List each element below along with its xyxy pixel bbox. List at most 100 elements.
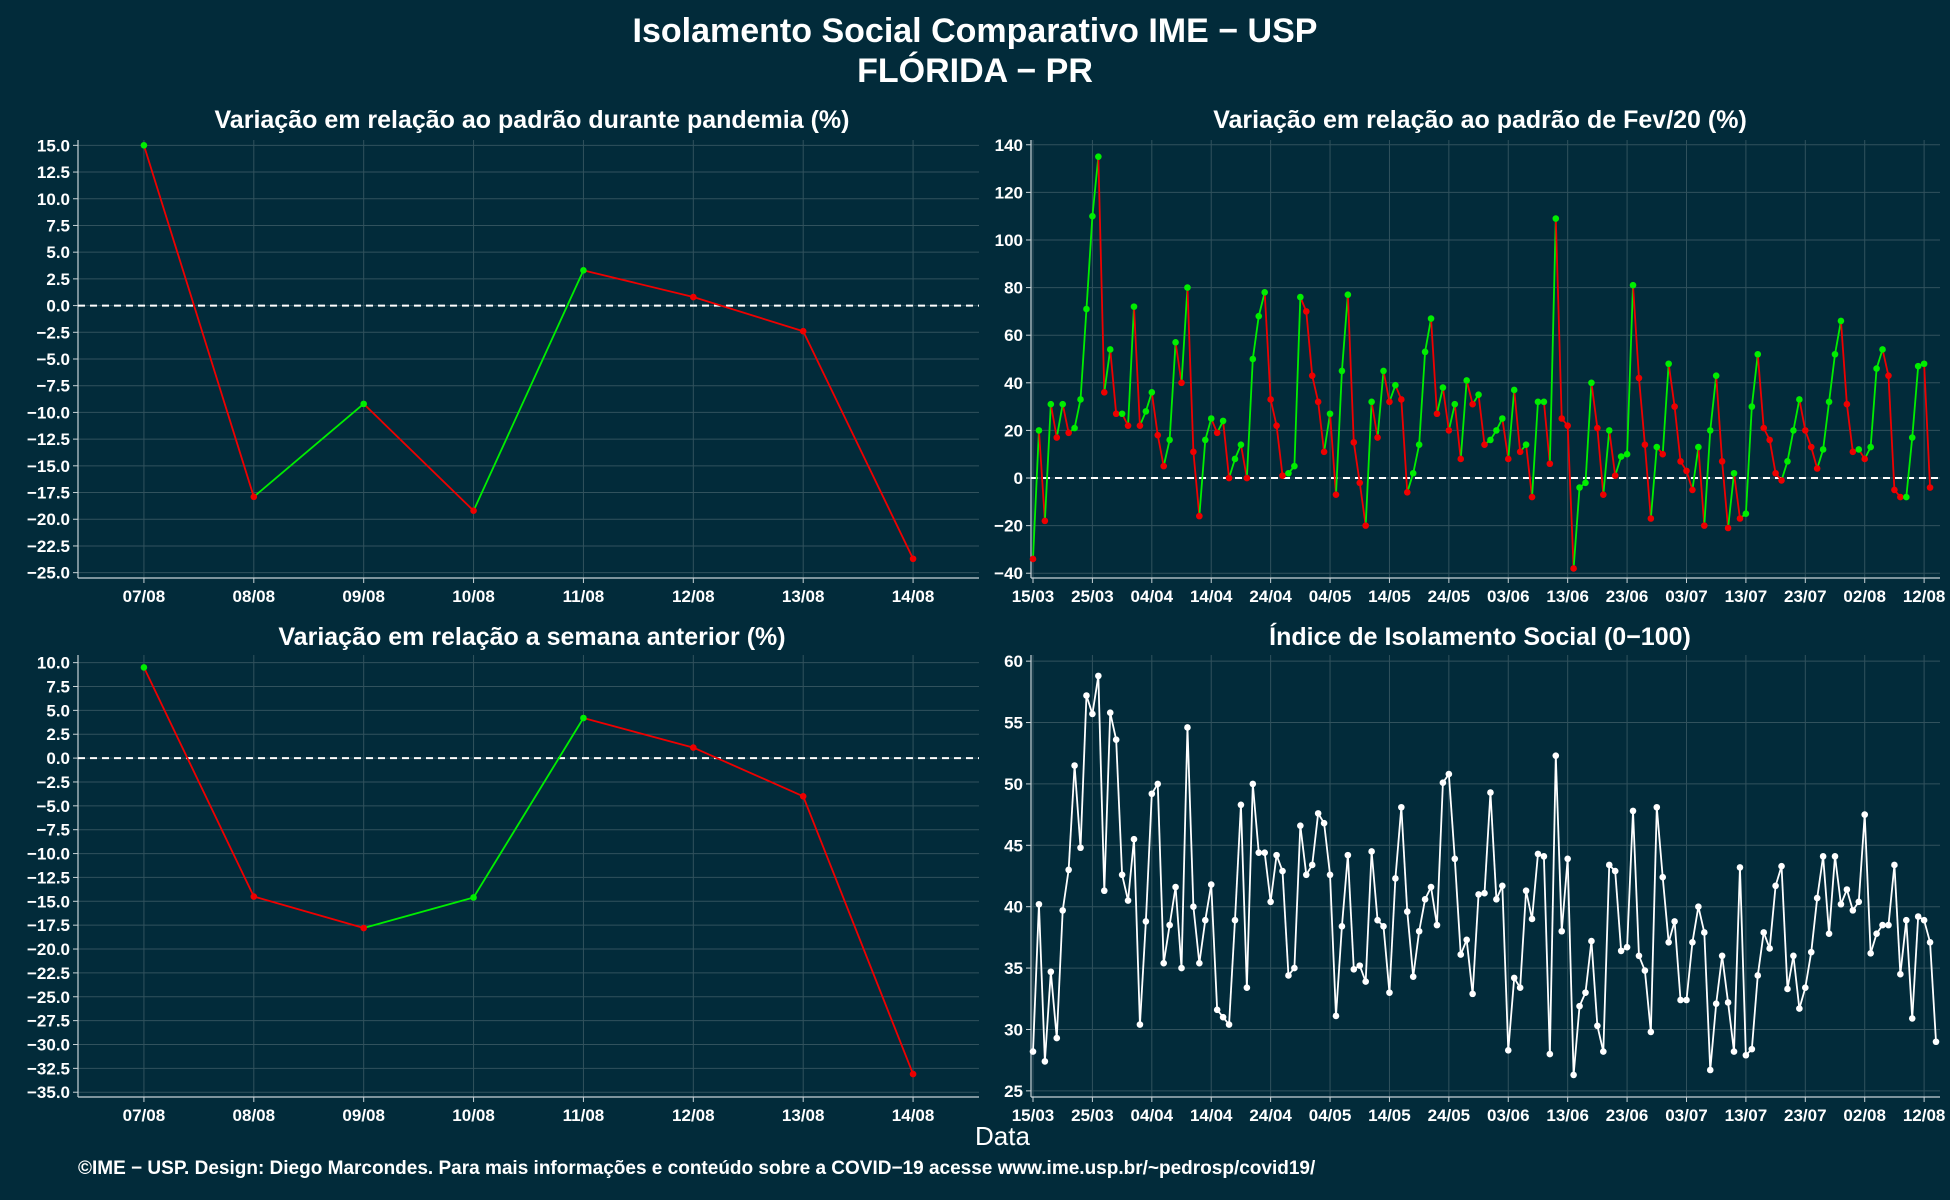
data-point bbox=[1641, 967, 1649, 974]
series-segment bbox=[1430, 886, 1438, 926]
data-point bbox=[1902, 916, 1910, 924]
x-tick-label: 10/08 bbox=[452, 1106, 495, 1125]
data-point bbox=[1029, 1048, 1037, 1055]
y-tick-label: 50 bbox=[1004, 775, 1023, 794]
series-segment bbox=[1222, 420, 1230, 479]
data-point bbox=[1837, 900, 1845, 908]
data-point bbox=[1201, 436, 1209, 444]
data-point bbox=[1623, 450, 1631, 458]
data-point bbox=[1261, 289, 1268, 296]
data-point bbox=[1902, 493, 1910, 501]
series-segment bbox=[583, 717, 694, 749]
x-tick-label: 11/08 bbox=[563, 1106, 605, 1125]
data-point bbox=[1635, 952, 1643, 960]
series-segment bbox=[1079, 308, 1088, 400]
series-segment bbox=[1043, 404, 1052, 521]
series-segment bbox=[1453, 858, 1462, 955]
data-point bbox=[1409, 469, 1417, 477]
data-point bbox=[1154, 431, 1162, 439]
series-segment bbox=[1323, 823, 1331, 875]
series-segment bbox=[253, 895, 364, 929]
data-point bbox=[690, 744, 697, 751]
series-segment bbox=[1923, 363, 1931, 488]
data-point bbox=[1118, 410, 1126, 418]
series-segment bbox=[1329, 413, 1337, 495]
series-segment bbox=[1323, 413, 1331, 452]
data-point bbox=[1683, 467, 1690, 475]
data-point bbox=[1374, 916, 1381, 924]
data-point bbox=[1302, 308, 1310, 315]
series-segment bbox=[1127, 839, 1135, 901]
x-tick-label: 14/04 bbox=[1190, 587, 1233, 606]
data-point bbox=[1421, 348, 1429, 356]
data-point bbox=[1053, 434, 1061, 441]
x-tick-label: 03/07 bbox=[1665, 587, 1708, 606]
series-segment bbox=[1709, 1003, 1718, 1071]
y-tick-label: 55 bbox=[1004, 714, 1023, 733]
data-point bbox=[1344, 851, 1352, 859]
data-point bbox=[1071, 424, 1078, 432]
data-point bbox=[1748, 1045, 1756, 1053]
data-point bbox=[799, 792, 807, 800]
data-point bbox=[1124, 422, 1132, 429]
data-point bbox=[1629, 807, 1637, 815]
series-segment bbox=[1614, 456, 1622, 476]
series-segment bbox=[1810, 446, 1819, 469]
data-point bbox=[1219, 417, 1227, 425]
series-segment bbox=[1756, 354, 1765, 429]
series-segment bbox=[1180, 287, 1189, 383]
data-point bbox=[1617, 453, 1625, 460]
data-point bbox=[1457, 455, 1465, 463]
data-point bbox=[1469, 400, 1476, 408]
data-point bbox=[1350, 439, 1358, 446]
series-segment bbox=[1596, 1025, 1605, 1052]
x-tick-label: 14/04 bbox=[1190, 1106, 1233, 1125]
data-point bbox=[1089, 710, 1096, 718]
x-tick-label: 09/08 bbox=[342, 587, 385, 606]
data-point bbox=[1166, 921, 1173, 929]
data-point bbox=[1867, 950, 1874, 957]
series-segment bbox=[1572, 487, 1581, 569]
data-point bbox=[1148, 790, 1156, 798]
series-segment bbox=[1204, 418, 1213, 441]
series-segment bbox=[1798, 399, 1807, 431]
series-segment bbox=[1649, 447, 1658, 519]
series-segment bbox=[1691, 906, 1700, 943]
data-point bbox=[1392, 381, 1399, 389]
data-point bbox=[1285, 972, 1292, 979]
series-segment bbox=[1750, 354, 1759, 407]
data-point bbox=[909, 1070, 917, 1078]
data-point bbox=[1861, 811, 1869, 818]
data-point bbox=[690, 293, 697, 301]
x-tick-label: 13/07 bbox=[1725, 1106, 1768, 1125]
data-point bbox=[1920, 360, 1928, 368]
data-point bbox=[1136, 422, 1144, 429]
series-segment bbox=[1240, 444, 1248, 479]
x-tick-label: 07/08 bbox=[123, 1106, 166, 1125]
data-point bbox=[1706, 427, 1714, 434]
data-point bbox=[1819, 446, 1827, 453]
data-point bbox=[1772, 469, 1779, 477]
data-point bbox=[1095, 153, 1102, 160]
x-tick-label: 04/04 bbox=[1131, 587, 1174, 606]
data-point bbox=[1297, 822, 1304, 829]
series-segment bbox=[1145, 392, 1153, 412]
series-segment bbox=[1156, 435, 1165, 467]
data-point bbox=[1469, 990, 1476, 998]
data-point bbox=[1130, 303, 1138, 310]
y-tick-label: −25.0 bbox=[27, 988, 70, 1007]
data-point bbox=[1184, 284, 1191, 291]
data-point bbox=[1083, 305, 1090, 313]
series-segment bbox=[1519, 890, 1527, 988]
data-point bbox=[580, 267, 587, 274]
series-segment bbox=[1471, 894, 1480, 994]
series-segment bbox=[1388, 878, 1397, 993]
data-point bbox=[1231, 916, 1239, 924]
series-segment bbox=[1721, 461, 1729, 529]
y-tick-label: 40 bbox=[1004, 374, 1023, 393]
y-tick-label: −15.0 bbox=[27, 457, 70, 476]
series-segment bbox=[1453, 404, 1462, 460]
series-segment bbox=[1156, 783, 1165, 964]
data-point bbox=[1873, 365, 1880, 372]
